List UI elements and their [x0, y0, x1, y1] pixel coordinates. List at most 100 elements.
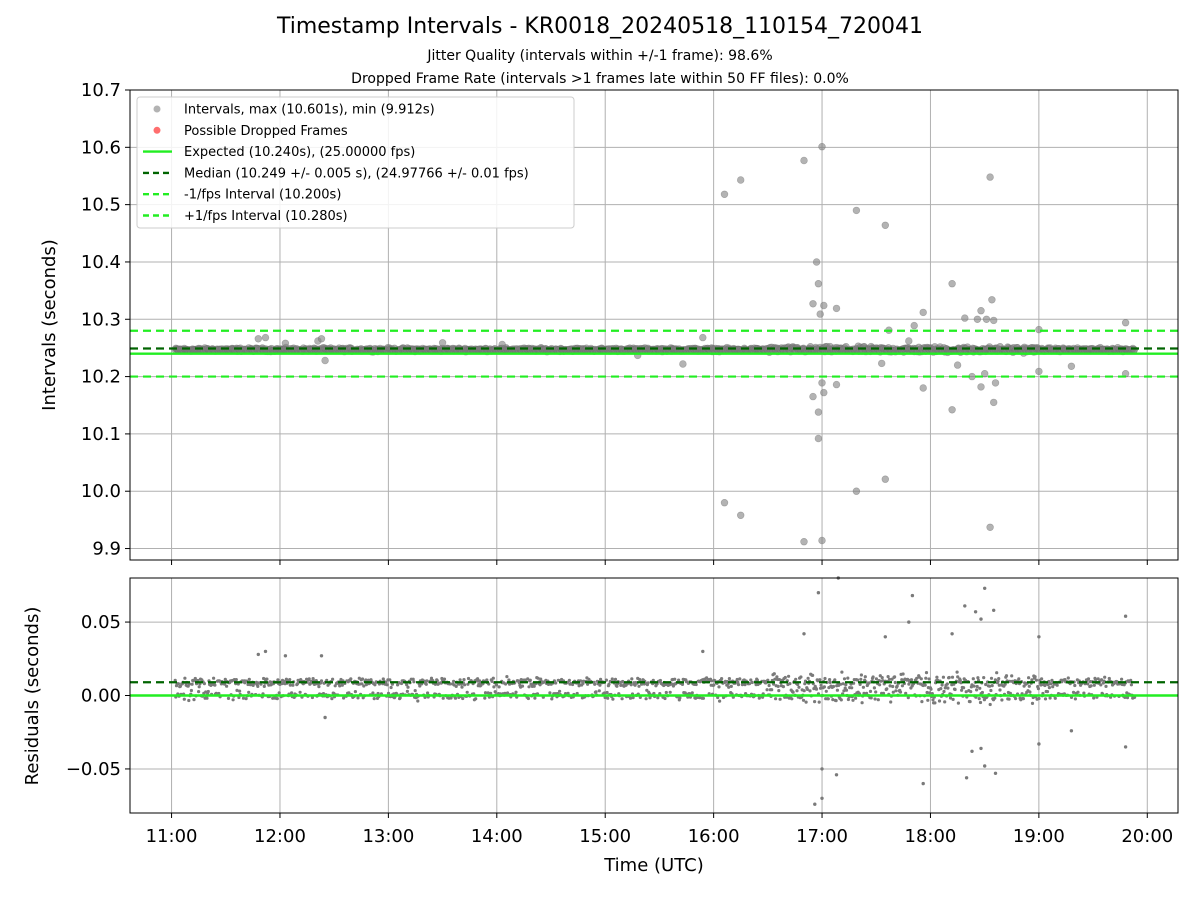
x-tick-label: 15:00 — [579, 826, 631, 847]
residual-point — [463, 683, 467, 687]
residual-point — [956, 701, 961, 705]
residual-point — [399, 681, 404, 686]
residual-point — [813, 700, 817, 704]
residual-point — [1000, 698, 1004, 702]
residual-outlier-point — [973, 610, 978, 614]
residual-point — [234, 678, 238, 682]
interval-outlier-point — [816, 310, 824, 318]
residual-point — [729, 684, 733, 689]
residual-point — [736, 680, 740, 684]
interval-outlier-point — [832, 380, 841, 389]
residual-point — [241, 696, 246, 700]
interval-outlier-point — [1121, 319, 1130, 327]
residual-point — [1089, 684, 1093, 688]
residual-point — [880, 676, 884, 680]
residual-point — [860, 701, 864, 705]
residual-point — [1034, 678, 1038, 682]
residual-point — [906, 677, 910, 681]
residual-point — [192, 698, 196, 702]
residual-point — [828, 680, 832, 685]
residual-point — [726, 682, 730, 686]
residual-point — [948, 696, 953, 700]
residual-point — [610, 677, 614, 681]
top-y-tick-label: 10.5 — [81, 195, 121, 216]
residual-point — [461, 696, 465, 701]
legend-box — [136, 96, 575, 229]
residual-point — [1030, 678, 1034, 682]
interval-outlier-point — [980, 370, 989, 378]
residual-point — [466, 676, 471, 681]
residual-point — [988, 702, 992, 707]
residual-point — [454, 684, 458, 689]
residual-point — [183, 676, 187, 680]
residual-point — [811, 673, 815, 678]
residual-point — [388, 678, 392, 682]
top-y-tick-label: 10.1 — [81, 424, 121, 445]
residual-point — [556, 678, 560, 682]
x-axis-label: Time (UTC) — [603, 855, 704, 876]
residual-point — [972, 684, 976, 688]
residual-point — [878, 683, 882, 687]
residual-point — [839, 698, 843, 702]
residual-point — [846, 697, 851, 702]
residual-point — [466, 682, 470, 686]
interval-outlier-point — [321, 356, 329, 365]
x-tick-label: 13:00 — [362, 826, 414, 847]
interval-outlier-point — [910, 321, 918, 330]
residual-point — [694, 682, 698, 687]
residual-point — [349, 677, 353, 681]
residual-point — [859, 677, 863, 681]
residual-point — [1071, 690, 1076, 695]
interval-outlier-point — [809, 300, 817, 308]
residual-point — [406, 685, 410, 689]
residual-point — [794, 677, 798, 681]
residual-point — [947, 675, 951, 680]
residual-point — [453, 696, 458, 700]
residual-point — [1092, 683, 1096, 687]
residual-point — [1082, 691, 1086, 695]
residual-point — [504, 682, 508, 686]
residual-point — [1033, 675, 1037, 679]
residual-point — [1007, 697, 1011, 701]
residual-point — [953, 687, 957, 692]
residual-point — [340, 683, 344, 687]
interval-outlier-point — [820, 388, 828, 397]
residual-point — [863, 675, 867, 679]
residual-point — [710, 679, 714, 683]
residual-point — [533, 696, 537, 700]
interval-outlier-point — [317, 335, 326, 343]
bottom-y-tick-label: 0.05 — [81, 612, 121, 633]
residual-point — [424, 682, 428, 686]
interval-outlier-point — [919, 384, 927, 392]
residual-point — [527, 685, 531, 689]
residual-point — [633, 683, 637, 687]
residual-point — [397, 681, 401, 685]
residual-point — [690, 691, 694, 695]
residual-point — [613, 677, 618, 682]
residual-point — [656, 696, 660, 700]
residual-point — [353, 690, 357, 694]
residual-point — [770, 688, 774, 692]
residual-point — [452, 679, 456, 683]
residual-point — [599, 677, 603, 681]
residual-point — [886, 675, 890, 679]
residual-point — [844, 688, 849, 692]
residual-point — [405, 689, 409, 694]
residual-point — [834, 699, 838, 703]
residual-point — [868, 689, 873, 694]
residual-point — [808, 689, 812, 693]
residual-point — [536, 676, 540, 680]
residual-point — [978, 686, 982, 690]
residual-point — [276, 678, 280, 682]
residual-point — [955, 670, 959, 674]
residual-point — [927, 677, 931, 681]
interval-outlier-point — [818, 143, 826, 151]
residual-point — [978, 700, 983, 705]
residual-outlier-point — [979, 746, 983, 751]
residual-point — [959, 681, 963, 685]
residual-point — [558, 689, 562, 693]
interval-outlier-point — [809, 392, 817, 401]
residual-point — [247, 677, 251, 682]
residual-point — [238, 689, 242, 693]
residual-point — [347, 691, 351, 695]
